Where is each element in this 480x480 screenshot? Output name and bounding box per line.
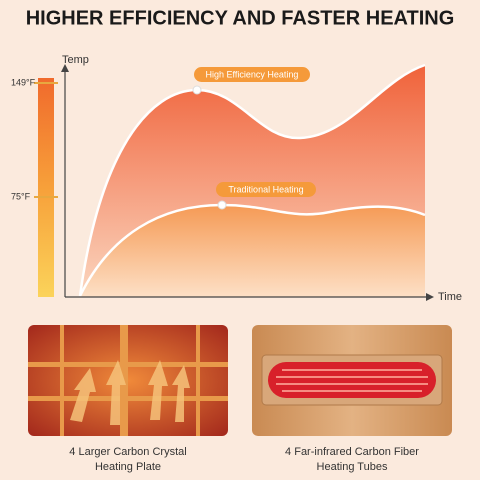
x-arrow	[426, 293, 434, 301]
caption: 4 Far-infrared Carbon Fiber	[285, 446, 419, 458]
y-label: Temp	[62, 54, 89, 66]
panel-image	[28, 325, 228, 436]
curve-label-pill	[216, 182, 316, 197]
point	[217, 200, 227, 210]
caption: 4 Larger Carbon Crystal	[69, 446, 186, 458]
low-curve	[78, 203, 426, 297]
caption: Heating Plate	[95, 461, 161, 473]
x-label: Time	[438, 291, 462, 303]
scale-label: 75°F	[11, 191, 31, 201]
caption: Heating Tubes	[317, 461, 388, 473]
point	[192, 85, 202, 95]
high-curve	[78, 63, 426, 297]
low-curve-area	[80, 205, 425, 297]
curve-label: Traditional Heating	[228, 184, 303, 194]
y-arrow	[61, 64, 69, 72]
panel-image	[252, 325, 452, 436]
curve-label: High Efficiency Heating	[206, 69, 299, 79]
scale-label: 149°F	[11, 77, 36, 87]
thermometer	[38, 78, 54, 297]
curve-label-pill	[194, 67, 310, 82]
title: HIGHER EFFICIENCY AND FASTER HEATING	[26, 7, 455, 29]
